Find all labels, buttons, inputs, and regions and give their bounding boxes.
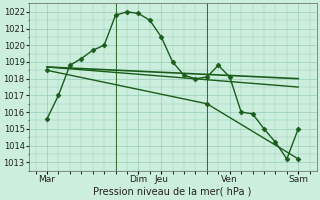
X-axis label: Pression niveau de la mer( hPa ): Pression niveau de la mer( hPa ): [93, 187, 252, 197]
